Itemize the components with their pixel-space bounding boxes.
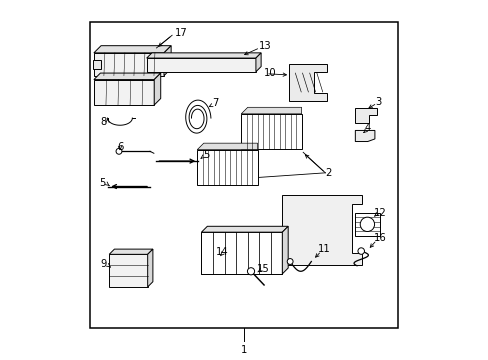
Text: 16: 16 bbox=[373, 233, 386, 243]
Text: 10: 10 bbox=[264, 68, 276, 78]
Bar bbox=[197, 150, 257, 185]
Text: 14: 14 bbox=[216, 247, 228, 257]
Polygon shape bbox=[154, 73, 161, 105]
Bar bbox=[94, 53, 163, 76]
Polygon shape bbox=[146, 53, 261, 58]
Text: 9: 9 bbox=[100, 259, 107, 269]
Polygon shape bbox=[94, 73, 161, 80]
Bar bbox=[109, 254, 147, 287]
Polygon shape bbox=[163, 46, 171, 76]
Polygon shape bbox=[355, 108, 376, 123]
Text: 3: 3 bbox=[375, 97, 381, 107]
Circle shape bbox=[286, 258, 292, 265]
Bar bbox=[241, 114, 301, 149]
Polygon shape bbox=[241, 107, 301, 114]
Bar bbox=[146, 58, 255, 72]
Polygon shape bbox=[201, 226, 287, 232]
Bar bbox=[201, 232, 282, 274]
Text: 5: 5 bbox=[203, 149, 209, 159]
Polygon shape bbox=[94, 46, 171, 53]
Circle shape bbox=[247, 268, 254, 275]
Text: 8: 8 bbox=[101, 117, 106, 127]
Polygon shape bbox=[282, 195, 361, 265]
Bar bbox=[354, 213, 379, 236]
Polygon shape bbox=[289, 64, 326, 101]
Text: 7: 7 bbox=[211, 98, 218, 108]
Text: 6: 6 bbox=[117, 142, 123, 152]
Polygon shape bbox=[147, 249, 153, 287]
Bar bbox=[89, 22, 397, 328]
Polygon shape bbox=[109, 249, 153, 254]
Circle shape bbox=[360, 217, 374, 231]
Polygon shape bbox=[197, 143, 257, 150]
Text: 17: 17 bbox=[174, 28, 187, 38]
Circle shape bbox=[357, 248, 364, 254]
Bar bbox=[94, 80, 154, 105]
Text: 2: 2 bbox=[325, 168, 331, 178]
Bar bbox=[201, 232, 282, 274]
Polygon shape bbox=[282, 226, 287, 274]
Bar bbox=[93, 60, 101, 69]
Text: 4: 4 bbox=[364, 123, 370, 134]
Circle shape bbox=[116, 148, 122, 154]
Polygon shape bbox=[255, 53, 261, 72]
Text: 15: 15 bbox=[257, 264, 269, 274]
Text: 13: 13 bbox=[258, 41, 270, 51]
Text: 1: 1 bbox=[241, 345, 247, 355]
Text: 12: 12 bbox=[373, 208, 386, 218]
Text: 11: 11 bbox=[318, 244, 330, 255]
Text: 5: 5 bbox=[99, 177, 106, 188]
Polygon shape bbox=[355, 130, 374, 141]
